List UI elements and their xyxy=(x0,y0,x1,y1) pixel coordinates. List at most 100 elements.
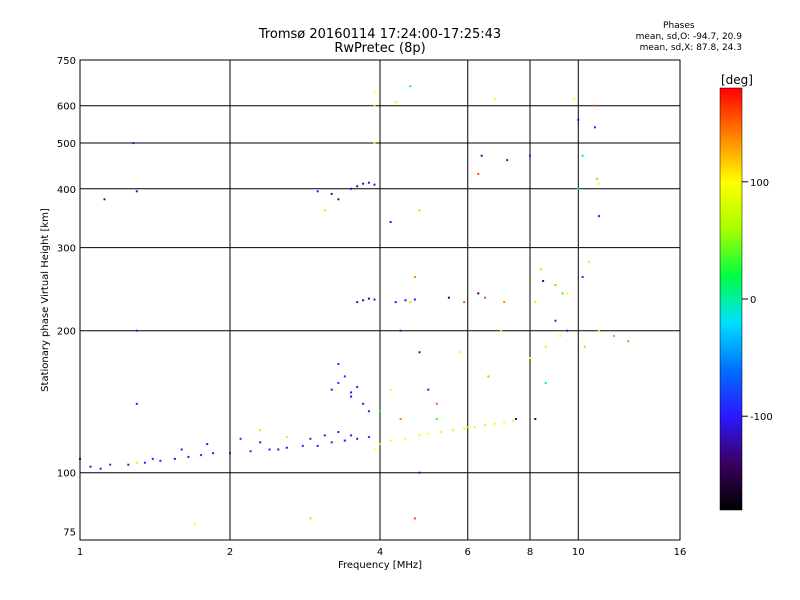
data-point xyxy=(200,454,203,457)
chart-title: Tromsø 20160114 17:24:00-17:25:43 xyxy=(258,27,502,42)
x-tick-label: 1 xyxy=(77,547,83,558)
data-point xyxy=(581,276,584,278)
data-point xyxy=(506,159,509,162)
data-point xyxy=(435,418,438,420)
data-point xyxy=(399,418,402,420)
data-point xyxy=(593,126,596,129)
data-point xyxy=(330,192,333,195)
data-point xyxy=(151,457,154,460)
data-point xyxy=(418,434,421,437)
data-point xyxy=(503,421,506,424)
data-point xyxy=(466,426,469,428)
data-point xyxy=(109,463,112,466)
data-point xyxy=(356,301,359,304)
data-point xyxy=(277,448,280,451)
data-point xyxy=(268,448,271,451)
data-point xyxy=(480,154,483,157)
data-point xyxy=(309,437,312,440)
data-point xyxy=(323,434,326,437)
data-point xyxy=(132,142,135,145)
data-point xyxy=(539,268,542,271)
data-point xyxy=(103,198,106,201)
data-point xyxy=(566,329,569,332)
data-point xyxy=(587,260,590,263)
data-point xyxy=(627,340,630,343)
data-point xyxy=(356,385,359,388)
colorbar-unit: [deg] xyxy=(721,73,753,87)
data-point xyxy=(435,402,438,405)
data-point xyxy=(418,209,421,212)
data-point xyxy=(323,209,326,212)
x-tick-label: 8 xyxy=(527,547,533,558)
data-point xyxy=(356,185,359,188)
y-tick-label: 300 xyxy=(57,244,76,255)
y-axis-ticks: 75 100 200 300 400 500 600 750 xyxy=(57,56,76,539)
data-point xyxy=(373,142,376,145)
x-tick-label: 2 xyxy=(227,547,233,558)
data-point xyxy=(484,296,487,299)
grid-lines xyxy=(80,60,680,540)
data-point xyxy=(367,297,370,300)
data-point xyxy=(597,182,600,185)
y-tick-label: 75 xyxy=(63,528,76,539)
data-point xyxy=(418,471,421,474)
data-point xyxy=(451,429,454,432)
data-point xyxy=(583,345,586,348)
y-tick-label: 400 xyxy=(57,185,76,196)
x-tick-label: 16 xyxy=(674,547,687,558)
data-point xyxy=(259,429,262,432)
data-point xyxy=(439,431,442,433)
data-point xyxy=(330,441,333,444)
y-axis-label: Stationary phase Virtual Height [km] xyxy=(40,208,51,392)
y-tick-label: 200 xyxy=(57,327,76,338)
data-point xyxy=(350,391,353,394)
data-point xyxy=(337,363,340,365)
data-point xyxy=(581,154,584,157)
data-point xyxy=(512,419,515,422)
data-point xyxy=(493,98,496,100)
plot-frame xyxy=(79,59,681,541)
data-point xyxy=(367,436,370,439)
colorbar xyxy=(719,87,743,511)
data-point xyxy=(135,461,138,464)
data-point xyxy=(373,183,376,186)
data-point xyxy=(350,434,353,437)
data-point xyxy=(330,388,333,391)
data-point xyxy=(544,381,547,384)
data-point xyxy=(409,301,412,304)
data-point xyxy=(239,437,242,440)
data-point xyxy=(473,426,476,428)
data-point xyxy=(413,517,416,520)
data-point xyxy=(373,91,376,94)
data-point xyxy=(487,375,490,378)
x-axis-label: Frequency [MHz] xyxy=(338,560,422,571)
y-tick-label: 100 xyxy=(57,469,76,480)
x-tick-label: 6 xyxy=(465,547,471,558)
data-point xyxy=(554,284,557,286)
data-point xyxy=(595,177,598,180)
data-point xyxy=(447,296,450,299)
data-point xyxy=(343,375,346,378)
data-point xyxy=(559,334,562,337)
data-point xyxy=(477,292,480,295)
data-point xyxy=(337,381,340,384)
data-point xyxy=(159,459,162,462)
data-point xyxy=(180,448,183,451)
data-point xyxy=(285,436,288,439)
data-point xyxy=(337,431,340,433)
data-point xyxy=(413,276,416,278)
data-point xyxy=(173,457,176,460)
data-point xyxy=(394,301,397,304)
data-point xyxy=(350,395,353,398)
data-point xyxy=(577,118,580,121)
colorbar-tick-label: 0 xyxy=(750,295,756,306)
data-point xyxy=(212,452,215,455)
data-point xyxy=(135,329,138,332)
data-point xyxy=(529,154,531,157)
data-point xyxy=(350,187,353,190)
data-point xyxy=(379,443,381,446)
data-point xyxy=(135,190,138,193)
data-point xyxy=(413,298,416,301)
data-point xyxy=(343,439,346,442)
